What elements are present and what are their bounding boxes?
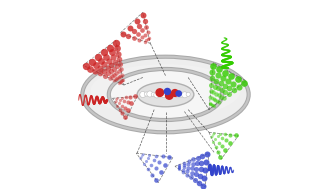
Circle shape <box>172 92 176 96</box>
Circle shape <box>176 91 181 96</box>
Circle shape <box>168 91 174 97</box>
Circle shape <box>182 92 188 98</box>
Circle shape <box>140 91 146 98</box>
Circle shape <box>166 92 173 99</box>
Circle shape <box>165 88 170 94</box>
Circle shape <box>175 92 181 98</box>
Circle shape <box>151 92 155 97</box>
Ellipse shape <box>82 57 249 132</box>
Circle shape <box>171 90 178 96</box>
Circle shape <box>147 91 153 97</box>
Circle shape <box>156 89 164 96</box>
Circle shape <box>165 92 169 96</box>
Circle shape <box>186 92 190 96</box>
Circle shape <box>161 92 167 98</box>
Ellipse shape <box>91 64 240 117</box>
Circle shape <box>179 93 183 97</box>
Circle shape <box>158 93 162 97</box>
Ellipse shape <box>109 69 222 120</box>
Ellipse shape <box>137 82 194 107</box>
Circle shape <box>154 92 160 98</box>
Circle shape <box>144 92 148 96</box>
